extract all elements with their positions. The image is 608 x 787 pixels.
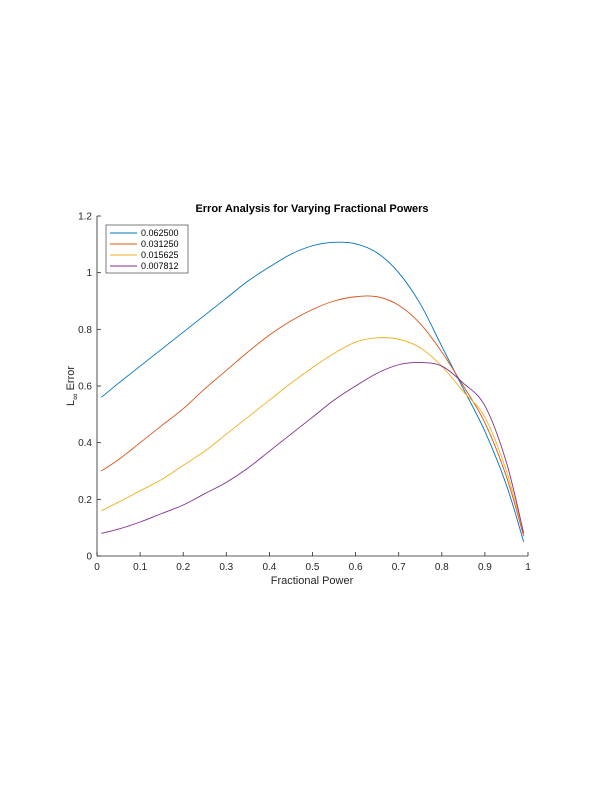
series-lines	[101, 241, 525, 542]
x-tick-label: 0.8	[435, 562, 449, 573]
x-tick-label: 0.4	[262, 562, 276, 573]
y-tick-label: 0.2	[78, 495, 92, 506]
y-tick-label: 0	[86, 552, 92, 563]
legend-label: 0.007812	[141, 261, 179, 271]
y-axis-label: L∞ Error	[65, 366, 80, 406]
y-tick-label: 1	[86, 268, 92, 279]
y-axis-label-main: L	[65, 400, 77, 406]
legend-label: 0.062500	[141, 228, 179, 238]
x-tick-label: 0.1	[133, 562, 147, 573]
y-axis-label-subscript: ∞	[70, 393, 80, 399]
x-tick-label: 0	[94, 562, 100, 573]
tick-group: 0 0.1 0.2 0.3 0.4 0.5 0.6 0.7 0.8 0.9 1 0 0.2 0.4 0.6 0…	[78, 212, 531, 574]
y-tick-label: 0.8	[78, 325, 92, 336]
y-axis-label-suffix: Error	[65, 366, 77, 394]
series-line-0.015625	[101, 337, 525, 534]
y-tick-label: 0.4	[78, 438, 92, 449]
x-tick-label: 0.9	[478, 562, 492, 573]
x-tick-label: 0.5	[306, 562, 320, 573]
x-tick-label: 0.2	[176, 562, 190, 573]
x-tick-label: 1	[525, 562, 531, 573]
series-line-0.007812	[101, 361, 525, 534]
x-axis-label: Fractional Power	[271, 575, 354, 587]
y-tick-label: 1.2	[78, 212, 92, 223]
x-tick-label: 0.6	[349, 562, 363, 573]
legend-label: 0.015625	[141, 250, 179, 260]
series-line-0.031250	[101, 295, 525, 537]
x-tick-label: 0.3	[219, 562, 233, 573]
legend-label: 0.031250	[141, 239, 179, 249]
x-tick-label: 0.7	[392, 562, 406, 573]
chart-title: Error Analysis for Varying Fractional Po…	[195, 203, 428, 215]
y-tick-label: 0.6	[78, 382, 92, 393]
